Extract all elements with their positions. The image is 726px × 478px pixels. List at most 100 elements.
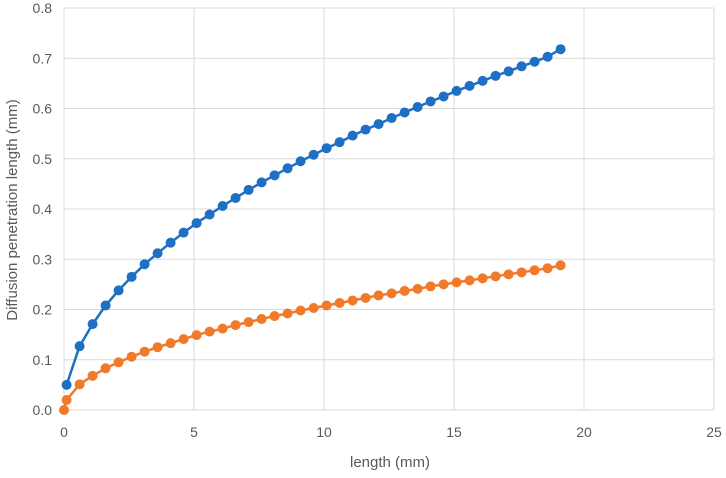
data-point bbox=[256, 177, 267, 188]
x-axis-title: length (mm) bbox=[350, 454, 430, 471]
y-tick-label: 0.6 bbox=[33, 101, 53, 117]
data-point bbox=[178, 334, 189, 345]
data-point bbox=[191, 330, 202, 341]
data-point bbox=[438, 279, 449, 290]
data-point bbox=[59, 405, 69, 415]
data-point bbox=[230, 192, 241, 203]
data-point bbox=[412, 101, 423, 112]
data-point bbox=[503, 269, 514, 280]
data-point bbox=[399, 107, 410, 118]
data-point bbox=[217, 200, 228, 211]
data-point bbox=[269, 170, 280, 181]
x-tick-label: 15 bbox=[446, 424, 462, 440]
data-point bbox=[165, 338, 176, 349]
data-point bbox=[308, 149, 319, 160]
data-point bbox=[295, 305, 306, 316]
data-point bbox=[542, 51, 553, 62]
data-point bbox=[152, 248, 163, 259]
gridlines bbox=[63, 7, 715, 411]
data-point bbox=[74, 379, 85, 390]
y-tick-label: 0.3 bbox=[33, 251, 53, 267]
data-point bbox=[373, 119, 384, 130]
data-point bbox=[425, 281, 436, 292]
data-point bbox=[516, 61, 527, 72]
data-point bbox=[113, 357, 124, 368]
data-series bbox=[59, 44, 566, 415]
data-point bbox=[126, 271, 137, 282]
data-point bbox=[282, 163, 293, 174]
y-tick-label: 0.1 bbox=[33, 352, 53, 368]
data-point bbox=[529, 56, 540, 67]
data-point bbox=[87, 370, 98, 381]
x-tick-label: 25 bbox=[706, 424, 722, 440]
y-tick-label: 0.8 bbox=[33, 0, 53, 16]
data-point bbox=[542, 263, 553, 274]
series-1 bbox=[61, 44, 566, 390]
data-point bbox=[464, 275, 475, 286]
y-tick-label: 0.4 bbox=[33, 201, 53, 217]
data-point bbox=[191, 218, 202, 229]
data-point bbox=[165, 237, 176, 248]
data-point bbox=[477, 75, 488, 86]
data-point bbox=[113, 285, 124, 296]
data-point bbox=[204, 209, 215, 220]
data-point bbox=[334, 137, 345, 148]
data-point bbox=[347, 295, 358, 306]
data-point bbox=[230, 320, 241, 331]
data-point bbox=[360, 292, 371, 303]
y-tick-label: 0.7 bbox=[33, 50, 53, 66]
data-point bbox=[139, 259, 150, 270]
data-point bbox=[529, 265, 540, 276]
data-point bbox=[503, 66, 514, 77]
data-point bbox=[399, 285, 410, 296]
data-point bbox=[438, 91, 449, 102]
data-point bbox=[516, 267, 527, 278]
data-point bbox=[555, 260, 566, 271]
data-point bbox=[139, 346, 150, 357]
data-point bbox=[217, 323, 228, 334]
data-point bbox=[204, 326, 215, 337]
data-point bbox=[178, 227, 189, 238]
data-point bbox=[464, 80, 475, 91]
data-point bbox=[126, 351, 137, 362]
x-tick-label: 20 bbox=[576, 424, 592, 440]
data-point bbox=[412, 283, 423, 294]
data-point bbox=[61, 394, 72, 405]
data-point bbox=[243, 184, 254, 195]
data-point bbox=[321, 300, 332, 311]
data-point bbox=[308, 302, 319, 313]
data-point bbox=[100, 363, 111, 374]
data-point bbox=[269, 311, 280, 322]
data-point bbox=[360, 124, 371, 135]
data-point bbox=[490, 70, 501, 81]
data-point bbox=[490, 271, 501, 282]
data-point bbox=[282, 308, 293, 319]
data-point bbox=[555, 44, 566, 55]
series-line bbox=[65, 48, 562, 386]
data-point bbox=[256, 314, 267, 325]
data-point bbox=[386, 113, 397, 124]
data-point bbox=[321, 143, 332, 154]
x-tick-label: 0 bbox=[60, 424, 68, 440]
y-tick-label: 0.5 bbox=[33, 151, 53, 167]
y-axis-title: Diffusion penetration length (mm) bbox=[4, 99, 21, 321]
data-point bbox=[425, 96, 436, 107]
series-2 bbox=[59, 260, 566, 415]
data-point bbox=[334, 297, 345, 308]
data-point bbox=[386, 288, 397, 299]
data-point bbox=[451, 277, 462, 288]
x-tick-label: 5 bbox=[190, 424, 198, 440]
data-point bbox=[347, 130, 358, 141]
data-point bbox=[295, 156, 306, 167]
x-tick-label: 10 bbox=[316, 424, 332, 440]
tick-labels: 0.0 0.1 0.2 0.3 0.4 0.5 0.6 0.7 0.8 0 5 10 15 20 25 bbox=[33, 0, 722, 440]
data-point bbox=[100, 300, 111, 311]
y-tick-label: 0.2 bbox=[33, 302, 53, 318]
data-point bbox=[373, 290, 384, 301]
data-point bbox=[87, 319, 98, 330]
series-line bbox=[62, 264, 561, 411]
data-point bbox=[451, 85, 462, 96]
data-point bbox=[61, 379, 72, 390]
